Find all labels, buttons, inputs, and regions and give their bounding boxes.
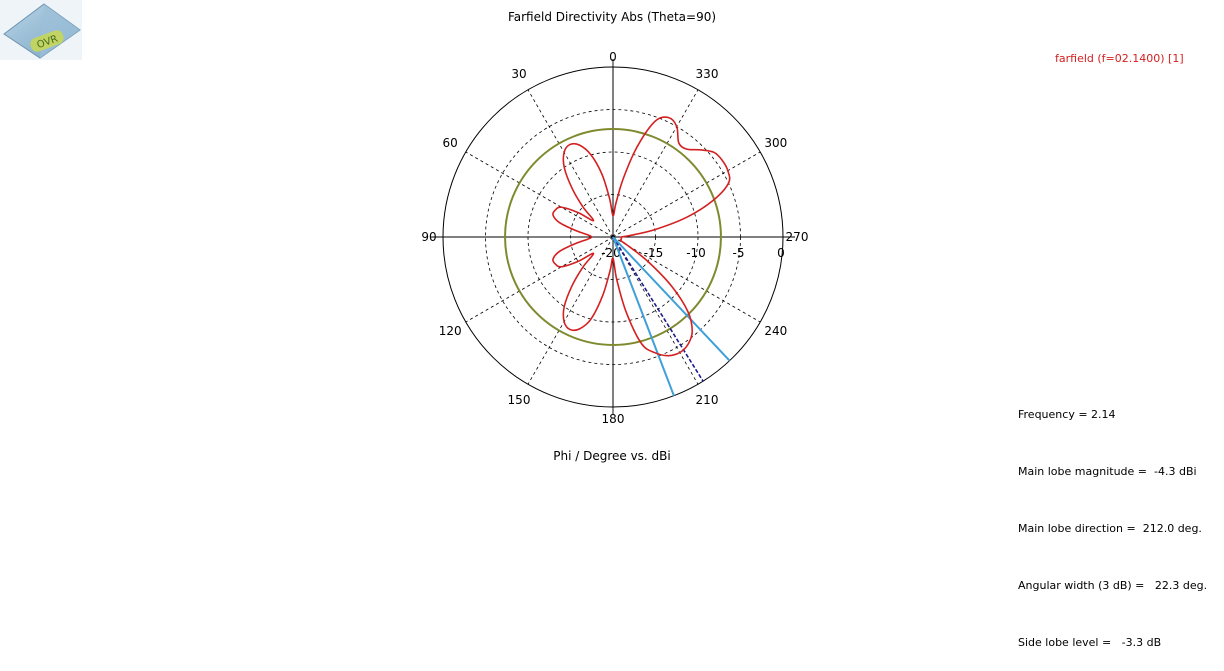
radial-tick-label-4: 0 <box>777 246 785 260</box>
angle-tick-label-90: 90 <box>421 230 436 244</box>
angle-tick-label-300: 300 <box>764 136 787 150</box>
grid-spoke-120 <box>465 236 614 323</box>
angle-tick-label-270: 270 <box>786 230 809 244</box>
info-main-lobe-magnitude: Main lobe magnitude = -4.3 dBi <box>1018 465 1197 478</box>
grid-spoke-330 <box>612 89 699 238</box>
grid-spoke-210 <box>612 236 699 385</box>
angle-tick-label-180: 180 <box>602 412 625 426</box>
annotation-line-2 <box>612 236 731 362</box>
radial-tick-label-3: -5 <box>733 246 745 260</box>
angle-tick-label-150: 150 <box>508 393 531 407</box>
angle-tick-label-120: 120 <box>439 324 462 338</box>
grid-spoke-30 <box>527 89 614 238</box>
info-frequency: Frequency = 2.14 <box>1018 408 1116 421</box>
series-line-0 <box>552 116 731 357</box>
grid-spoke-150 <box>527 236 614 385</box>
radial-tick-label-1: -15 <box>644 246 664 260</box>
annotation-line-1 <box>612 236 675 397</box>
polar-plot: 0 30 60 90 120 150 180 210 240 270 300 330 -20 -15 -10… <box>421 50 809 426</box>
angle-tick-label-330: 330 <box>696 67 719 81</box>
annotation-line-0 <box>612 236 704 382</box>
info-angular-width: Angular width (3 dB) = 22.3 deg. <box>1018 579 1208 592</box>
angle-tick-label-210: 210 <box>696 393 719 407</box>
reference-circle <box>504 128 722 346</box>
radial-tick-label-0: -20 <box>601 246 621 260</box>
angle-tick-label-240: 240 <box>764 324 787 338</box>
info-panel: Frequency = 2.14 Main lobe magnitude = -… <box>1018 367 1207 671</box>
chart-title: Farfield Directivity Abs (Theta=90) <box>507 10 717 24</box>
angle-tick-label-30: 30 <box>511 67 526 81</box>
app-logo: OVR <box>0 0 82 60</box>
info-side-lobe-level: Side lobe level = -3.3 dB <box>1018 636 1162 649</box>
grid-spoke-60 <box>465 151 614 238</box>
grid-spoke-300 <box>612 151 761 238</box>
angle-tick-label-60: 60 <box>443 136 458 150</box>
legend-entry: farfield (f=02.1400) [1] <box>1055 52 1184 65</box>
grid-spoke-240 <box>612 236 761 323</box>
angle-tick-label-0: 0 <box>609 50 617 64</box>
x-axis-label: Phi / Degree vs. dBi <box>553 449 671 463</box>
info-main-lobe-direction: Main lobe direction = 212.0 deg. <box>1018 522 1202 535</box>
radial-tick-label-2: -10 <box>686 246 706 260</box>
